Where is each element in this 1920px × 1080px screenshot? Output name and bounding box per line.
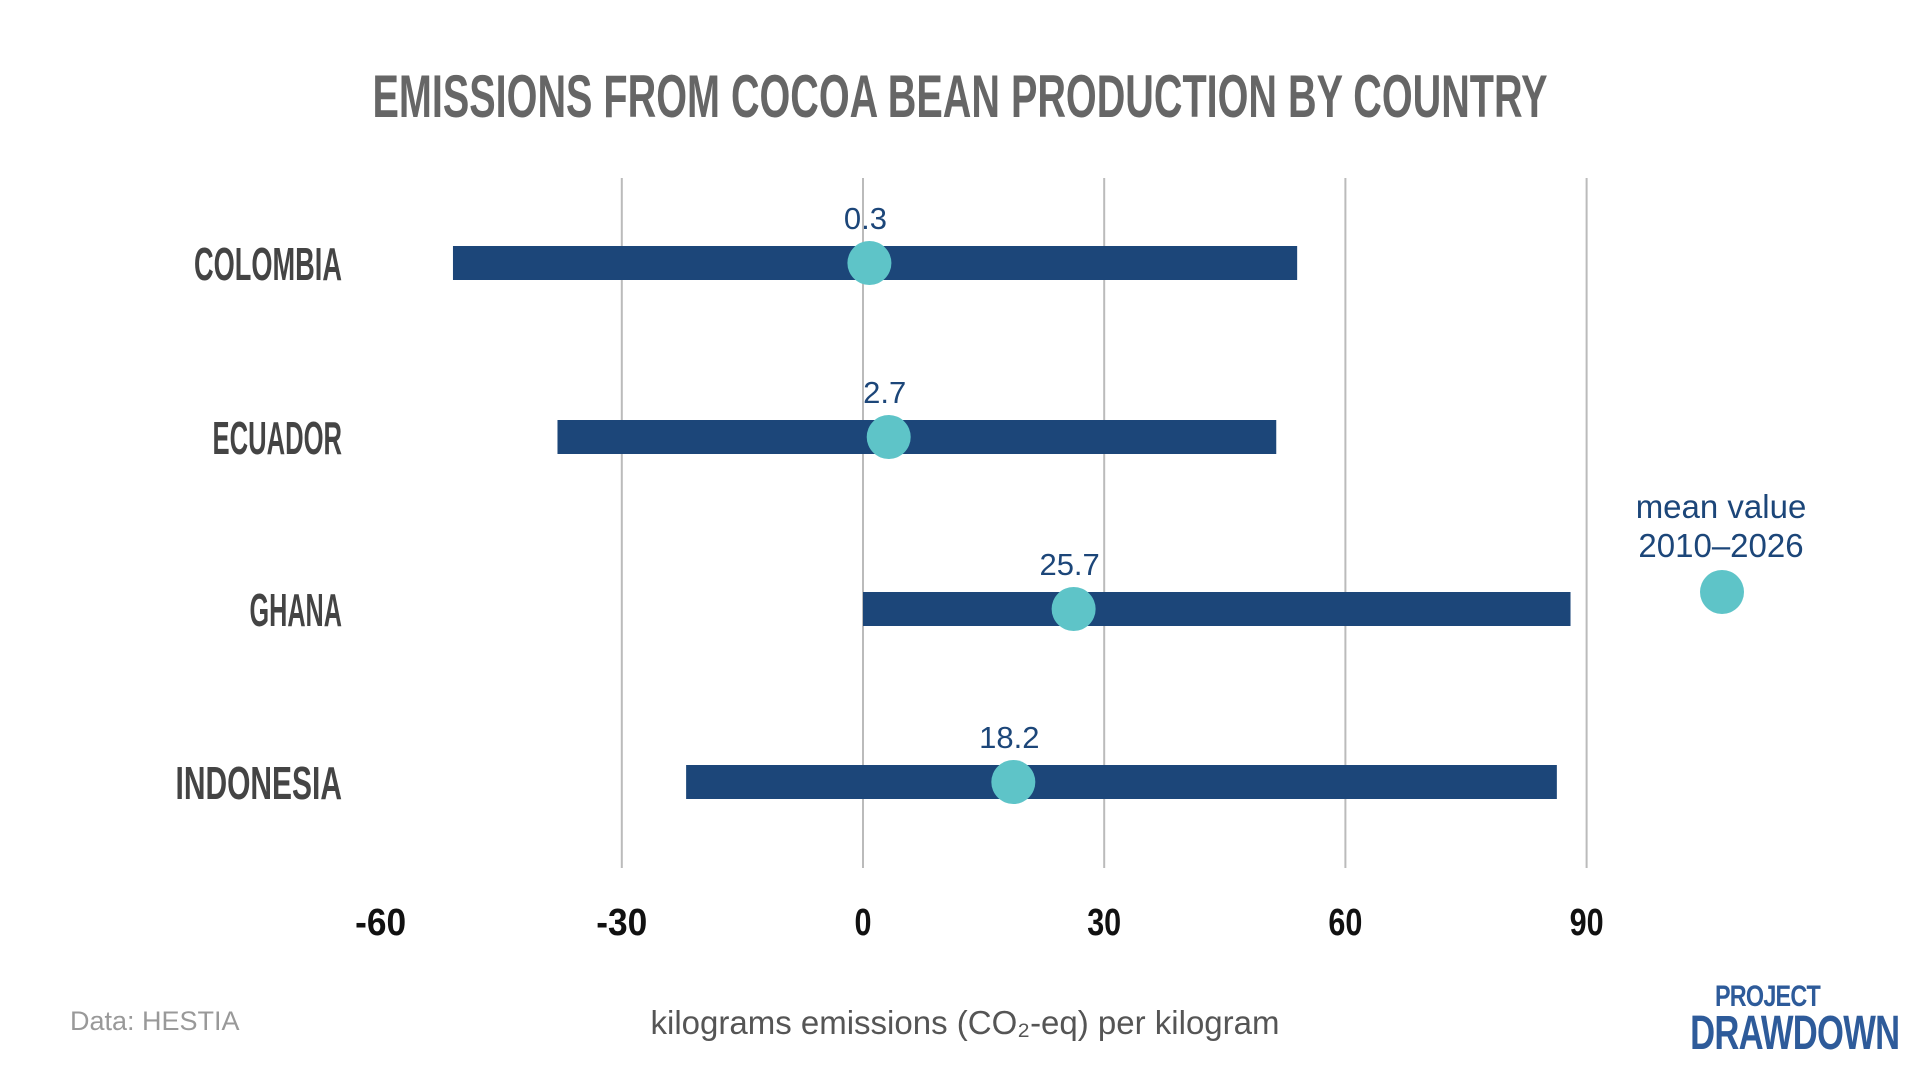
category-label: INDONESIA	[176, 757, 343, 809]
category-label: GHANA	[250, 584, 343, 636]
legend-text-line1: mean value	[1636, 488, 1807, 525]
x-axis-label: kilograms emissions (CO₂-eq) per kilogra…	[650, 1004, 1280, 1041]
mean-dot	[866, 415, 911, 459]
mean-dot	[1051, 587, 1096, 631]
range-bar	[686, 765, 1557, 799]
category-label: ECUADOR	[213, 412, 343, 464]
mean-dot	[991, 760, 1036, 804]
x-tick-label: 30	[1087, 902, 1121, 944]
x-tick-label: 60	[1328, 902, 1362, 944]
project-drawdown-logo: PROJECT DRAWDOWN	[1660, 980, 1900, 1060]
chart-title: EMISSIONS FROM COCOA BEAN PRODUCTION BY …	[373, 63, 1548, 130]
logo-line1: PROJECT	[1714, 980, 1821, 1013]
mean-value-label: 2.7	[863, 375, 906, 410]
x-tick-label: -60	[355, 902, 406, 944]
range-bar	[557, 420, 1277, 454]
legend-dot	[1700, 570, 1744, 614]
x-tick-label: -30	[596, 902, 647, 944]
x-tick-label: 90	[1570, 902, 1604, 944]
mean-value-label: 18.2	[979, 720, 1039, 755]
category-label: COLOMBIA	[194, 238, 342, 290]
x-tick-label: 0	[855, 902, 872, 944]
range-bar	[863, 592, 1571, 626]
mean-value-label: 0.3	[844, 201, 887, 236]
logo-line2: DRAWDOWN	[1690, 1007, 1900, 1060]
mean-value-label: 25.7	[1039, 547, 1099, 582]
data-source: Data: HESTIA	[70, 1006, 240, 1036]
legend-text-line2: 2010–2026	[1638, 527, 1803, 564]
mean-dot	[847, 241, 892, 285]
